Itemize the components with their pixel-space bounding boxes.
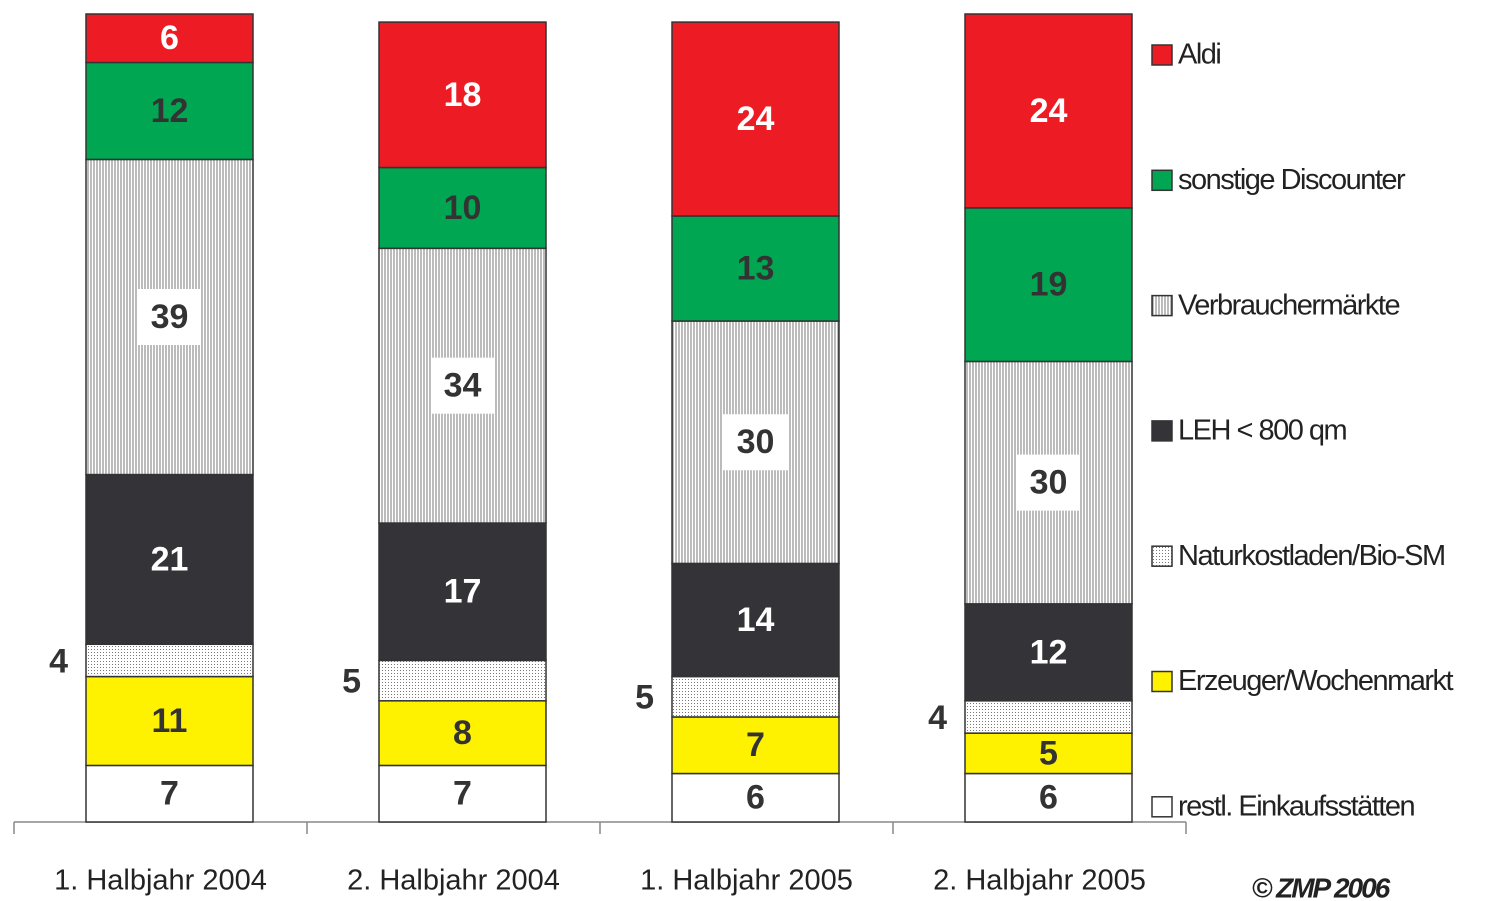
label-background [137,289,202,345]
x-tick-label: 1. Halbjahr 2005 [640,865,853,897]
bar-segment [671,772,840,823]
data-label: 6 [746,779,765,817]
bar-segment [671,716,840,775]
data-label: 30 [1030,464,1068,502]
bar-segment [378,700,547,767]
data-label: 39 [151,298,189,336]
data-label: 10 [444,189,482,227]
bar-segment [85,764,254,823]
legend-swatch [1151,169,1173,192]
data-label: 4 [928,699,947,737]
data-label: 19 [1030,266,1068,304]
label-background [723,414,788,471]
legend-label: LEH < 800 qm [1178,415,1347,447]
source: © ZMP 2006 [1252,872,1391,901]
data-label: 34 [444,367,482,405]
legend-swatch [1151,294,1173,317]
data-label: 12 [1030,633,1068,671]
data-label: 24 [1030,92,1068,130]
data-label: 7 [160,775,179,813]
data-label: 4 [49,642,68,680]
legend-label: Naturkostladen/Bio-SM [1178,540,1445,572]
legend-label: Erzeuger/Wochenmarkt [1178,665,1454,697]
data-label: 17 [444,573,482,611]
bar-segment [378,522,547,662]
bar-segment [378,659,547,702]
x-tick-label: 2. Halbjahr 2005 [933,865,1146,897]
bar-segment [964,772,1133,823]
data-label: 7 [746,726,765,764]
data-label: 12 [151,92,189,130]
data-label: 6 [1039,779,1058,817]
bar-segment [85,675,254,767]
data-label: 5 [1039,734,1058,772]
legend-swatch [1151,44,1173,66]
legend-label: sonstige Discounter [1178,164,1406,196]
bar-segment [85,13,254,64]
data-label: 5 [635,679,654,717]
legend-label: Aldi [1178,39,1220,71]
data-label: 18 [444,76,482,114]
legend-swatch [1151,420,1173,442]
bar-segment [85,473,254,645]
label-background [1016,454,1081,511]
data-label: 30 [737,423,775,461]
label-background [430,357,495,414]
bar-segment [671,21,840,217]
legend-swatch [1151,796,1173,818]
bar-segment [671,215,840,322]
legend-label: restl. Einkaufsstätten [1178,790,1415,822]
x-tick-label: 2. Halbjahr 2004 [347,865,560,897]
bar-segment [378,21,547,169]
bar-segment [964,13,1133,209]
data-label: 14 [737,601,775,639]
data-label: 11 [152,702,188,740]
legend-swatch [1151,545,1173,567]
legend-label: Verbrauchermärkte [1178,289,1399,321]
data-label: 5 [342,663,361,701]
bar-segment [671,562,840,678]
x-tick-label: 1. Halbjahr 2004 [54,865,267,897]
legend-swatch [1151,670,1173,693]
data-label: 8 [453,714,472,752]
bar-segment [378,166,547,250]
data-label: 6 [160,19,179,57]
bar-segment [964,603,1133,702]
bar-segment [964,207,1133,363]
bar-segment [671,675,840,718]
bar-segment [85,643,254,678]
data-label: 24 [737,100,775,138]
bar-segment [85,61,254,161]
data-label: 13 [737,250,775,288]
data-label: 7 [453,775,472,813]
data-label: 21 [151,540,189,578]
bar-segment [964,700,1133,734]
bar-segment [964,732,1133,775]
